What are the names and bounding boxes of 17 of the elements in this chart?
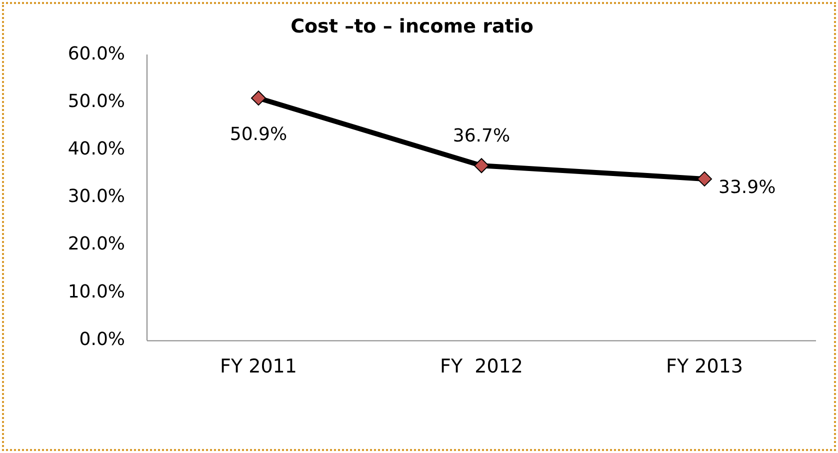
- chart-title: Cost –to – income ratio: [290, 15, 534, 38]
- point: [474, 158, 489, 174]
- x-tick-label: FY 2013: [666, 356, 743, 378]
- y-tick-label: 40.0%: [68, 138, 125, 160]
- point: [251, 90, 266, 106]
- y-tick-label: 60.0%: [68, 43, 125, 64]
- text: 36.7%: [452, 126, 510, 147]
- x-tick-label: FY 2011: [220, 356, 297, 378]
- x-tick-label: FY 2012: [440, 356, 523, 378]
- y-tick-label: 30.0%: [68, 186, 125, 208]
- text: 50.9%: [230, 124, 288, 146]
- y-tick-label: 20.0%: [68, 234, 125, 255]
- text: 33.9%: [718, 176, 776, 198]
- y-tick-label: 50.0%: [68, 91, 125, 112]
- point: [697, 171, 712, 186]
- y-tick-label: 0.0%: [79, 328, 125, 350]
- y-tick-label: 10.0%: [68, 281, 125, 302]
